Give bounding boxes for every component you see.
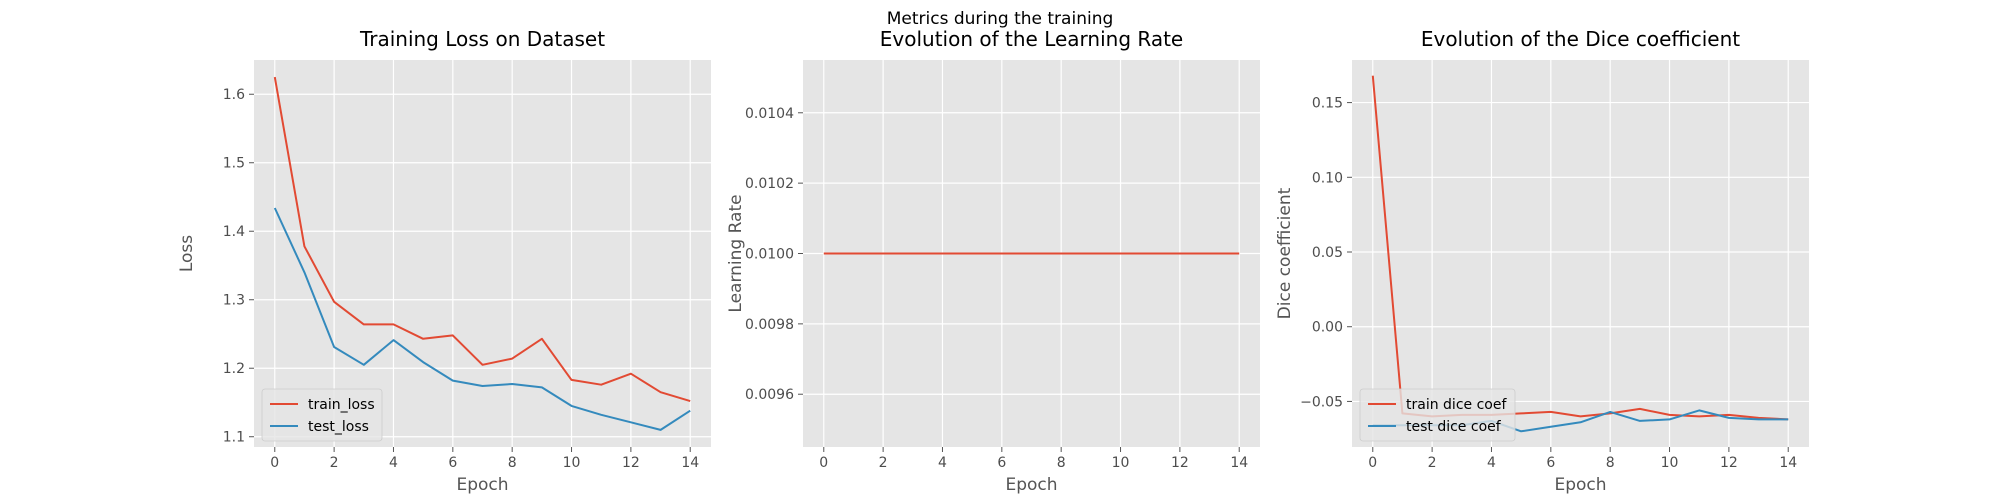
x-tick-label: 4 bbox=[938, 455, 947, 471]
x-tick-label: 6 bbox=[1546, 455, 1555, 471]
x-tick-label: 12 bbox=[622, 455, 640, 471]
series-line-train-loss bbox=[273, 76, 691, 403]
y-tick-label: 1.5 bbox=[223, 156, 245, 172]
y-tick-label: 0.05 bbox=[1312, 245, 1343, 261]
y-tick-label: 0.0100 bbox=[745, 247, 794, 263]
series-line-test-loss bbox=[273, 207, 691, 431]
chart-panel-2: 0 2 4 6 8 10 12 14 0.0096 0.0098 0.0100 0.0102 0.010… bbox=[726, 27, 1260, 495]
x-tick-label: 10 bbox=[1112, 455, 1130, 471]
legend: train_loss test_loss bbox=[261, 388, 383, 442]
x-axis-label: Epoch bbox=[1005, 475, 1057, 495]
legend: train dice coef test dice coef bbox=[1359, 388, 1516, 442]
y-axis-label: Loss bbox=[177, 235, 197, 272]
chart-title: Evolution of the Dice coefficient bbox=[1421, 27, 1740, 51]
y-tick-label: 1.3 bbox=[223, 293, 245, 309]
x-tick-label: 4 bbox=[1487, 455, 1496, 471]
x-tick-label: 0 bbox=[1368, 455, 1377, 471]
legend-box bbox=[261, 388, 383, 442]
x-tick-label: 2 bbox=[330, 455, 339, 471]
x-tick-label: 2 bbox=[1428, 455, 1437, 471]
y-tick-label: −0.05 bbox=[1300, 394, 1343, 410]
x-tick-label: 14 bbox=[681, 455, 699, 471]
y-tick-label: 1.2 bbox=[223, 361, 245, 377]
x-axis-label: Epoch bbox=[1554, 475, 1606, 495]
y-tick-label: 1.1 bbox=[223, 430, 245, 446]
y-tick-label: 0.10 bbox=[1312, 170, 1343, 186]
x-tick-label: 8 bbox=[1057, 455, 1066, 471]
plot-background bbox=[1352, 60, 1809, 447]
y-tick-label: 0.0096 bbox=[745, 387, 794, 403]
x-tick-label: 10 bbox=[1661, 455, 1679, 471]
y-tick-label: 0.15 bbox=[1312, 96, 1343, 112]
x-tick-label: 8 bbox=[508, 455, 517, 471]
legend-label: train dice coef bbox=[1406, 397, 1507, 413]
chart-panel-1: 0 2 4 6 8 10 12 14 1.1 1.2 1.3 1.4 1.5 1.6 Training Lo… bbox=[177, 27, 711, 495]
legend-label: train_loss bbox=[308, 397, 375, 413]
y-tick-label: 1.4 bbox=[223, 224, 245, 240]
figure-title: Metrics during the training bbox=[887, 9, 1114, 29]
legend-box bbox=[1359, 388, 1516, 442]
chart-title: Evolution of the Learning Rate bbox=[880, 27, 1183, 51]
y-axis-label: Dice coefficient bbox=[1275, 187, 1295, 319]
y-tick-label: 0.00 bbox=[1312, 320, 1343, 336]
x-tick-label: 14 bbox=[1779, 455, 1797, 471]
plot-background bbox=[254, 60, 711, 447]
chart-panel-3: 0 2 4 6 8 10 12 14 −0.05 0.00 0.05 0.10 0.15 Evolutio… bbox=[1275, 27, 1809, 495]
chart-title: Training Loss on Dataset bbox=[359, 27, 605, 51]
x-tick-label: 8 bbox=[1606, 455, 1615, 471]
x-tick-label: 12 bbox=[1171, 455, 1189, 471]
legend-label: test_loss bbox=[308, 419, 369, 435]
x-tick-label: 4 bbox=[389, 455, 398, 471]
y-tick-label: 0.0104 bbox=[745, 106, 794, 122]
legend-label: test dice coef bbox=[1406, 419, 1502, 435]
x-axis-label: Epoch bbox=[456, 475, 508, 495]
x-tick-label: 10 bbox=[563, 455, 581, 471]
x-tick-label: 2 bbox=[879, 455, 888, 471]
y-tick-label: 0.0098 bbox=[745, 317, 794, 333]
x-tick-label: 12 bbox=[1720, 455, 1738, 471]
y-tick-label: 1.6 bbox=[223, 87, 245, 103]
x-tick-label: 6 bbox=[448, 455, 457, 471]
x-tick-label: 6 bbox=[997, 455, 1006, 471]
x-tick-label: 0 bbox=[270, 455, 279, 471]
x-tick-label: 14 bbox=[1230, 455, 1248, 471]
y-tick-label: 0.0102 bbox=[745, 176, 794, 192]
x-tick-label: 0 bbox=[819, 455, 828, 471]
y-axis-label: Learning Rate bbox=[726, 194, 746, 312]
